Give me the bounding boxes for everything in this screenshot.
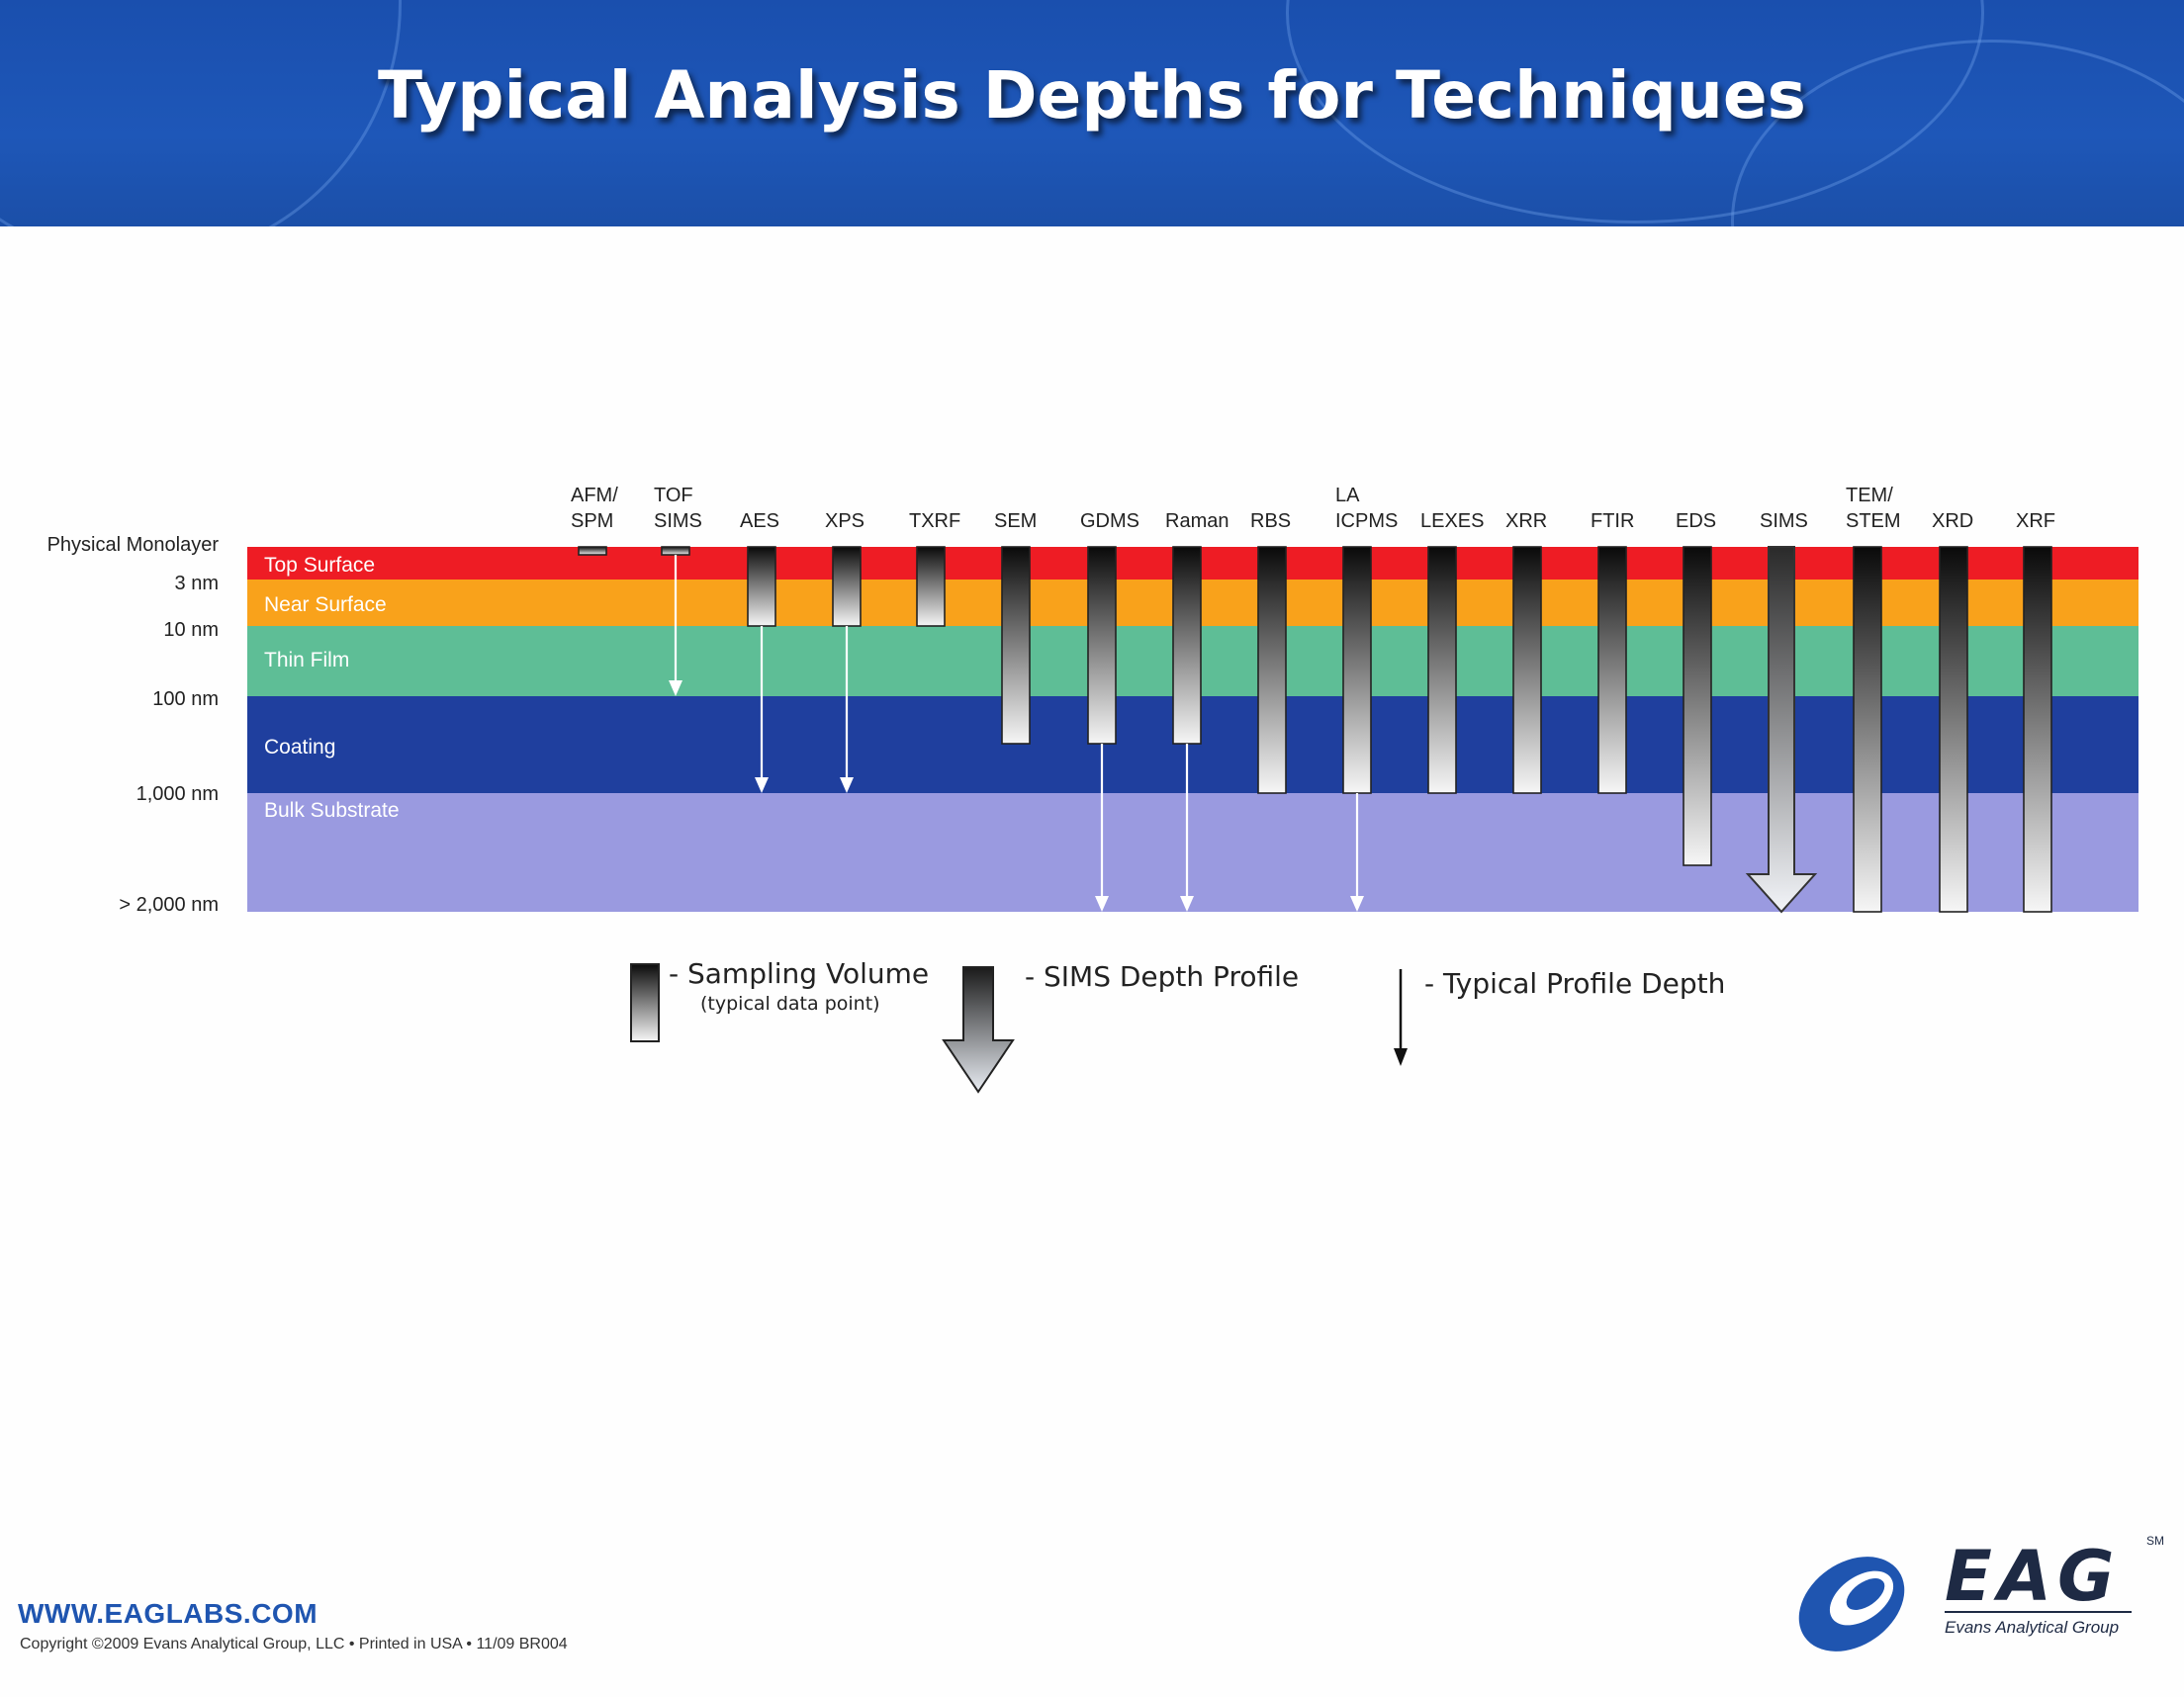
sampling-volume-bar-eds [1683,546,1712,866]
legend-sims-depth-profile-label: - SIMS Depth Profile [1025,960,1300,993]
depth-label-3-nm: 3 nm [175,573,219,594]
tech-label-afm-line2: SPM [571,510,613,532]
layer-label-coating: Coating [264,736,335,759]
tech-label-tofsims-line1: TOF [654,485,693,506]
tech-label-xrd-line2: XRD [1932,510,1973,532]
sampling-volume-bar-laicpms [1342,546,1372,794]
profile-depth-arrowhead-aes [755,777,769,793]
profile-depth-arrowhead-xps [840,777,854,793]
copyright-text: Copyright ©2009 Evans Analytical Group, … [20,1636,568,1652]
legend-typical-profile-depth-label: - Typical Profile Depth [1424,967,1726,1000]
depth-label-1-000-nm: 1,000 nm [136,783,219,805]
tech-label-eds-line2: EDS [1676,510,1716,532]
legend-sampling-volume-label: - Sampling Volume [669,957,930,990]
legend-sims-arrow [942,966,1015,1094]
sampling-volume-bar-tofsims [661,546,690,556]
legend-sampling-volume-swatch [630,963,660,1042]
sims-depth-profile-arrow-sims [1745,546,1818,914]
sampling-volume-bar-xrd [1939,546,1968,913]
sampling-volume-bar-xrf [2023,546,2052,913]
layer-label-thin-film: Thin Film [264,649,349,671]
website-link[interactable]: WWW.EAGLABS.COM [18,1598,318,1629]
tech-label-aes-line2: AES [740,510,779,532]
tech-label-afm-line1: AFM/ [571,485,618,506]
sampling-volume-bar-xps [832,546,862,627]
tech-label-gdms-line2: GDMS [1080,510,1139,532]
tech-label-xrf-line2: XRF [2016,510,2055,532]
sampling-volume-bar-aes [747,546,776,627]
tech-label-laicpms-line2: ICPMS [1335,510,1398,532]
sampling-volume-bar-gdms [1087,546,1117,745]
logo-tagline: Evans Analytical Group [1945,1618,2119,1637]
eag-logo: EAG SM Evans Analytical Group [1798,1534,2164,1652]
tech-label-temstem-line1: TEM/ [1846,485,1893,506]
tech-label-raman-line2: Raman [1165,510,1228,532]
sampling-volume-bar-txrf [916,546,946,627]
tech-label-ftir-line2: FTIR [1591,510,1634,532]
tech-label-lexes-line2: LEXES [1420,510,1484,532]
logo-service-mark: SM [2146,1534,2164,1548]
technique-labels: AFM/SPM TOF SIMS AES XPS TXRF SEM GDMS Raman RBS L… [571,485,2055,532]
tech-label-sims-line2: SIMS [1760,510,1808,532]
profile-depth-arrowhead-gdms [1095,896,1109,912]
layer-band-bulk-substrate [247,793,2138,912]
tech-label-xps-line2: XPS [825,510,864,532]
depth-label-2-000-nm: > 2,000 nm [119,894,219,916]
layer-label-bulk-substrate: Bulk Substrate [264,799,400,822]
sampling-volume-bar-raman [1172,546,1202,745]
depth-label-100-nm: 100 nm [152,688,219,710]
tech-label-xrr-line2: XRR [1505,510,1547,532]
depth-axis: Physical Monolayer 3 nm 10 nm 100 nm 1,000 n… [47,534,220,916]
layer-label-near-surface: Near Surface [264,593,387,616]
sampling-volume-bar-sem [1001,546,1031,745]
logo-text: EAG [1945,1536,2120,1617]
sampling-volume-bar-temstem [1853,546,1882,913]
sampling-volume-bar-afm [578,546,607,556]
depth-label-physical-monolayer: Physical Monolayer [47,534,220,556]
legend [630,963,1408,1094]
header-banner: Typical Analysis Depths for Techniques [0,0,2184,226]
legend-sampling-volume-sublabel: (typical data point) [700,993,880,1015]
profile-depth-arrowhead-raman [1180,896,1194,912]
tech-label-txrf-line2: TXRF [909,510,960,532]
layer-label-top-surface: Top Surface [264,554,375,577]
logo-swoosh-core [1846,1578,1885,1610]
tech-label-tofsims-line2: SIMS [654,510,702,532]
profile-depth-arrowhead-tofsims [669,680,682,696]
sampling-volume-bar-lexes [1427,546,1457,794]
sampling-volume-bar-ftir [1597,546,1627,794]
tech-label-sem-line2: SEM [994,510,1037,532]
tech-label-rbs-line2: RBS [1250,510,1291,532]
legend-typical-arrowhead [1394,1048,1408,1066]
profile-depth-arrowhead-laicpms [1350,896,1364,912]
sampling-volume-bar-rbs [1257,546,1287,794]
sampling-volume-bar-xrr [1512,546,1542,794]
tech-label-temstem-line2: STEM [1846,510,1901,532]
tech-label-laicpms-line1: LA [1335,485,1360,506]
technique-bars [578,546,2052,914]
depth-label-10-nm: 10 nm [163,619,219,641]
page-title: Typical Analysis Depths for Techniques [378,57,1806,134]
